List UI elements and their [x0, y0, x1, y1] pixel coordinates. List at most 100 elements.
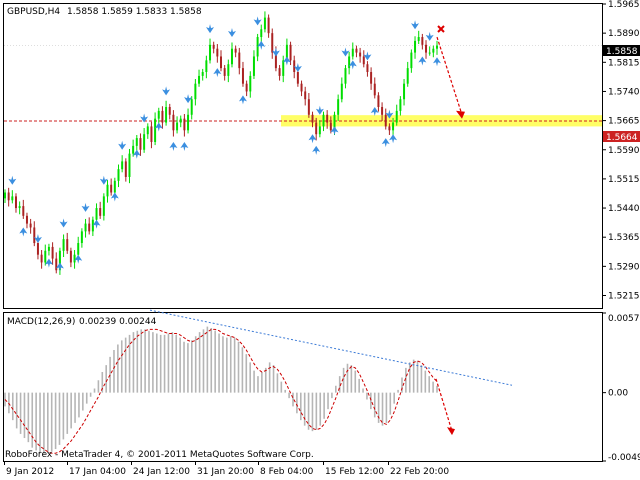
candle-body: [157, 110, 160, 119]
candle: [252, 50, 255, 80]
candle-body: [417, 37, 420, 41]
candle: [117, 164, 120, 188]
candle: [14, 193, 17, 213]
candle-body: [326, 114, 329, 123]
fractal-down-marker: [418, 56, 427, 66]
candle-body: [410, 52, 413, 69]
candle: [44, 244, 47, 266]
candle: [110, 178, 113, 196]
candle-body: [263, 17, 266, 30]
candle-body: [73, 254, 76, 263]
candle: [337, 94, 340, 121]
price-tick-label: 1.5515: [608, 175, 640, 185]
candle: [425, 40, 428, 59]
macd-tick-label: 0.00: [608, 389, 628, 399]
candle: [73, 250, 76, 269]
candle-body: [128, 153, 131, 177]
candle-body: [318, 126, 321, 135]
candle-body: [304, 91, 307, 100]
candle-body: [249, 75, 252, 92]
time-tick-label: 22 Feb 20:00: [390, 467, 449, 477]
candle-body: [102, 196, 105, 216]
candle-body: [370, 72, 373, 84]
candle-body: [285, 44, 288, 61]
candle-body: [392, 122, 395, 131]
candle-body: [311, 114, 314, 123]
candle: [388, 123, 391, 135]
candle-body: [165, 106, 168, 123]
macd-values: 0.00239 0.00244: [79, 317, 157, 327]
candle: [168, 103, 171, 120]
macd-label: MACD(12,26,9): [7, 317, 75, 327]
candle-body: [183, 118, 186, 131]
support-price-label: 1.5664: [606, 133, 638, 143]
forecast-arrow-head: [456, 110, 465, 119]
candle-body: [99, 208, 102, 216]
candle: [403, 79, 406, 106]
time-tick-label: 24 Jan 12:00: [133, 467, 190, 477]
candle-body: [80, 231, 83, 244]
candle: [143, 127, 146, 153]
time-tick-label: 31 Jan 20:00: [197, 467, 254, 477]
candle-body: [384, 114, 387, 127]
time-axis: 9 Jan 2012 17 Jan 04:00 24 Jan 12:00 31 Jan…: [4, 461, 449, 477]
candle: [216, 44, 219, 63]
candle: [362, 50, 365, 68]
candle-body: [223, 68, 226, 76]
candle-body: [58, 250, 61, 271]
candle-body: [69, 250, 72, 263]
candle-body: [172, 114, 175, 131]
fractal-down-marker: [19, 227, 28, 237]
price-tick-label: 1.5815: [608, 58, 640, 68]
fractal-down-marker: [308, 134, 317, 144]
candle: [381, 102, 384, 121]
candle-body: [296, 72, 299, 84]
candle-body: [220, 56, 222, 69]
copyright-footer: RoboForex - MetaTrader 4, © 2001-2011 Me…: [5, 450, 314, 460]
candle-body: [227, 64, 230, 76]
fractal-down-marker: [74, 254, 83, 264]
candle: [205, 55, 208, 79]
candle-body: [47, 246, 50, 251]
candle-body: [44, 250, 47, 263]
candle: [227, 59, 230, 83]
fractal-up-marker: [118, 140, 127, 150]
candle: [139, 133, 142, 156]
fractal-up-marker: [59, 218, 68, 228]
candle: [128, 148, 131, 184]
candle: [315, 117, 318, 141]
fractal-down-marker: [389, 134, 398, 144]
candle: [62, 234, 65, 258]
time-tick-label: 17 Jan 04:00: [69, 467, 126, 477]
candle: [278, 65, 281, 81]
forecast-arrow-line: [436, 36, 463, 115]
fractal-down-marker: [180, 141, 189, 151]
candle: [183, 113, 186, 137]
candle-body: [18, 206, 21, 209]
fractal-down-marker: [433, 57, 441, 67]
fractal-down-marker: [257, 40, 266, 50]
candle-body: [381, 106, 384, 115]
fractal-up-marker: [227, 28, 236, 38]
candle: [355, 45, 358, 58]
candle: [395, 104, 398, 126]
candle-body: [209, 44, 212, 61]
candle: [260, 24, 263, 44]
candle-body: [143, 134, 146, 150]
candle: [29, 218, 32, 234]
candle: [311, 111, 314, 128]
candle-body: [271, 33, 274, 53]
candle: [230, 42, 233, 68]
candle-body: [289, 44, 292, 61]
candle: [238, 47, 241, 75]
time-tick-label: 8 Feb 04:00: [260, 467, 314, 477]
candle-body: [421, 37, 424, 45]
candle: [165, 100, 168, 126]
candle-body: [362, 56, 365, 65]
candle: [11, 190, 14, 204]
candle: [201, 68, 204, 81]
candle-body: [241, 68, 244, 84]
candle: [36, 239, 39, 260]
fractal-up-marker: [99, 175, 108, 185]
